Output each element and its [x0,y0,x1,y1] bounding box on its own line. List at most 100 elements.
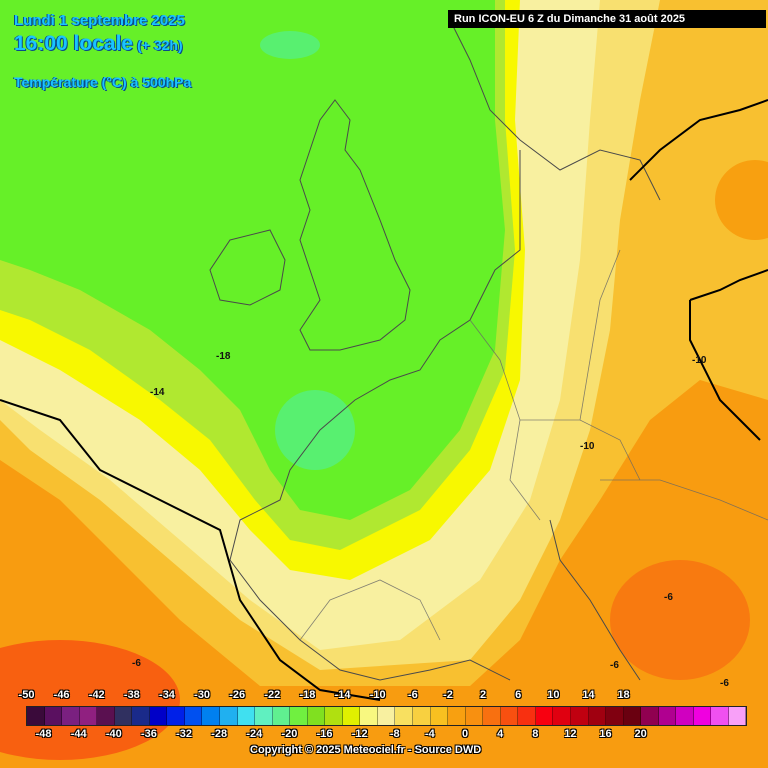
legend-label-top: 18 [617,689,630,701]
legend-label-top: -2 [443,689,453,701]
legend-label-bottom: -4 [425,728,435,740]
legend-swatch [535,707,554,725]
legend-label-bottom: -44 [70,728,87,740]
forecast-time: 16:00 locale (+ 32h) [14,32,183,56]
legend-swatch [237,707,256,725]
legend-label-top: -14 [334,689,351,701]
legend-swatch [518,707,536,725]
coast-scandinavia [449,19,661,201]
legend-label-top: -6 [407,689,418,701]
legend-swatch [728,707,747,725]
legend-swatch [202,707,221,725]
legend-label-bottom: 16 [599,728,612,740]
legend-label-bottom: -20 [281,728,298,740]
legend-label-bottom: -48 [35,728,52,740]
parameter-title: Température (°C) à 500hPa [14,74,192,90]
legend-label-top: 6 [515,689,522,701]
isotherm-label: -10 [692,355,707,366]
legend-label-top: -10 [369,689,386,701]
isotherm-label: -6 [664,592,673,603]
legend-label-bottom: 12 [564,728,577,740]
legend-label-bottom: -24 [246,728,263,740]
legend-swatch [255,707,273,725]
legend-label-bottom: 8 [532,728,539,740]
legend-label-top: -18 [299,689,316,701]
legend-swatch [676,707,694,725]
legend-swatch [97,707,115,725]
legend-label-top: -30 [194,689,211,701]
legend-swatch [606,707,624,725]
coastlines [209,19,661,681]
legend-swatch [465,707,484,725]
legend-swatch [272,707,291,725]
color-legend: -50 -46 -42 -38 -34 -30 -26 -22 -18 -14 -10 -6 -2 2 6 1… [0,686,768,750]
legend-swatch [483,707,501,725]
coast-italy [549,519,641,681]
legend-swatch [290,707,308,725]
legend-swatch [570,707,589,725]
warm-pocket-east [715,160,768,240]
legend-swatch [448,707,466,725]
legend-swatch [658,707,677,725]
legend-label-top: 2 [480,689,487,701]
legend-swatch [430,707,449,725]
legend-swatch [693,707,712,725]
legend-swatch [395,707,414,725]
legend-swatch [711,707,729,725]
legend-label-top: -38 [123,689,140,701]
legend-label-top: -46 [53,689,70,701]
legend-label-bottom: -8 [389,728,400,740]
legend-swatch [44,707,63,725]
legend-swatch [149,707,168,725]
legend-label-top: 14 [582,689,595,701]
legend-swatch [62,707,80,725]
legend-label-bottom: -32 [176,728,192,740]
coast-great-britain [299,99,411,351]
legend-swatch [553,707,571,725]
run-banner: Run ICON-EU 6 Z du Dimanche 31 août 2025 [448,10,766,28]
legend-label-top: -34 [159,689,175,701]
forecast-lead-time: (+ 32h) [137,37,183,53]
legend-swatch [500,707,519,725]
legend-swatch [114,707,133,725]
legend-swatch [413,707,431,725]
legend-swatch [220,707,238,725]
isotherm-label: -10 [580,441,595,452]
domain-boundary [0,99,768,701]
legend-swatch [623,707,642,725]
isotherm-label: -14 [150,387,165,398]
isotherm-label: -6 [720,678,729,689]
legend-swatch [325,707,343,725]
legend-swatch [79,707,98,725]
legend-label-top: -50 [18,689,35,701]
cold-pocket-channel [275,390,355,470]
legend-swatch [360,707,378,725]
cold-pocket-north [260,31,320,59]
legend-label-bottom: 20 [634,728,647,740]
legend-swatch [167,707,185,725]
country-borders [299,249,768,641]
legend-label-bottom: -40 [105,728,122,740]
warm-pocket-southeast [610,560,750,680]
band-green [0,0,505,520]
copyright: Copyright © 2025 Meteociel.fr - Source D… [250,744,482,756]
forecast-date: Lundi 1 septembre 2025 [14,12,185,29]
coast-ireland [209,229,286,306]
legend-label-top: -42 [88,689,105,701]
legend-swatch [377,707,396,725]
legend-label-top: -22 [264,689,281,701]
legend-label-bottom: -16 [316,728,333,740]
legend-label-bottom: 4 [497,728,504,740]
legend-label-top: -26 [229,689,246,701]
warm-pocket-southwest [0,640,180,760]
legend-swatch [307,707,326,725]
legend-label-bottom: -12 [351,728,368,740]
legend-swatches [26,706,748,726]
coast-continent [229,150,521,681]
forecast-time-value: 16:00 locale [14,32,134,55]
legend-swatch [27,707,45,725]
legend-label-bottom: -36 [140,728,157,740]
legend-swatch [184,707,203,725]
isotherm-label: -6 [132,658,141,669]
